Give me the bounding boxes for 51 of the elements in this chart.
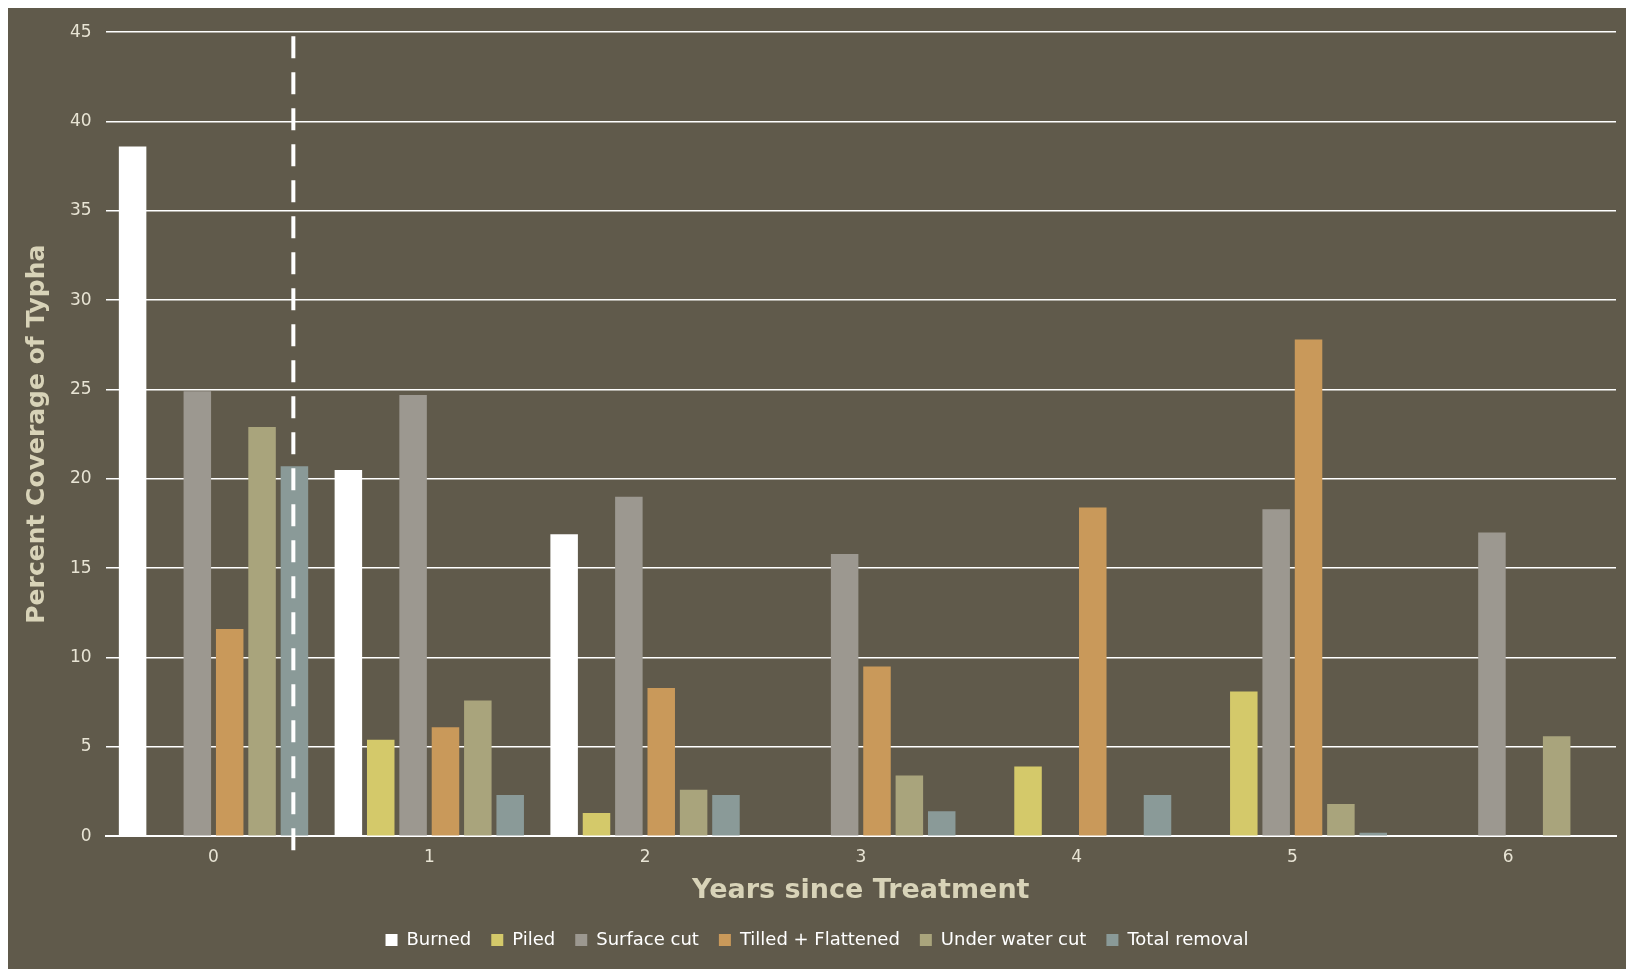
bar: [1478, 532, 1506, 836]
y-tick-label: 20: [69, 467, 92, 488]
bar: [1014, 766, 1042, 836]
bar: [464, 700, 492, 836]
y-tick-label: 35: [69, 199, 92, 220]
bar: [927, 811, 956, 836]
y-tick-label: 45: [69, 20, 92, 41]
bar: [863, 666, 891, 836]
bar: [712, 795, 740, 836]
bar: [366, 739, 395, 836]
legend-label: Total removal: [1126, 927, 1249, 949]
bar: [1262, 509, 1290, 836]
y-tick-label: 10: [69, 645, 92, 666]
x-tick-label: 4: [1071, 845, 1082, 866]
bar: [431, 727, 460, 836]
bar: [1327, 804, 1355, 836]
legend-label: Surface cut: [596, 927, 699, 949]
bar: [895, 775, 924, 836]
y-tick-label: 25: [69, 377, 92, 398]
bar: [830, 553, 859, 836]
bar: [615, 496, 643, 836]
x-tick-label: 3: [855, 845, 867, 866]
bar: [248, 427, 276, 836]
legend-label: Tilled + Flattened: [738, 927, 900, 949]
bar: [582, 812, 611, 836]
bar: [183, 391, 212, 836]
y-tick-label: 15: [69, 556, 92, 577]
legend-label: Under water cut: [940, 927, 1087, 949]
y-axis-title: Percent Coverage of Typha: [20, 244, 50, 624]
bar: [1079, 507, 1107, 836]
bar: [1143, 795, 1172, 836]
x-tick-label: 5: [1286, 845, 1298, 866]
x-axis-title: Years since Treatment: [691, 872, 1030, 904]
bar: [215, 628, 244, 836]
x-tick-label: 6: [1502, 845, 1514, 866]
y-tick-label: 30: [69, 288, 92, 309]
y-tick-label: 5: [80, 735, 92, 756]
x-tick-label: 2: [639, 845, 651, 866]
legend-label: Burned: [406, 927, 472, 949]
bar: [679, 789, 708, 836]
bar: [1294, 339, 1323, 836]
y-tick-label: 0: [80, 824, 92, 845]
legend-label: Piled: [512, 927, 556, 949]
bar: [496, 795, 524, 836]
x-tick-label: 0: [208, 845, 219, 866]
y-tick-label: 40: [69, 109, 92, 130]
bar: [647, 687, 675, 836]
bar: [1230, 691, 1258, 836]
bar: [1542, 736, 1571, 836]
x-tick-label: 1: [423, 845, 435, 866]
bar: [399, 394, 427, 836]
